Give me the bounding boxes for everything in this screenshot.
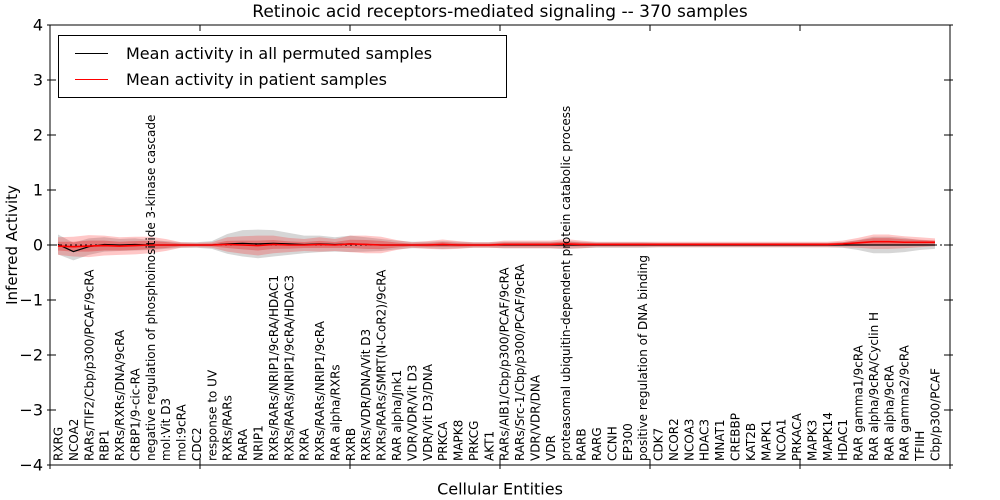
entity-label: NCOA1: [775, 419, 789, 461]
y-tick-label: 3: [33, 71, 43, 90]
entity-label: positive regulation of DNA binding: [636, 255, 650, 461]
entity-label: RARB: [575, 428, 589, 461]
entity-label: PRKCG: [467, 421, 481, 461]
entity-label: RARG: [590, 427, 604, 461]
legend-label-patient: Mean activity in patient samples: [126, 70, 387, 90]
entity-label: PRKCA: [436, 421, 450, 461]
entity-label: mol:Vit D3: [159, 398, 173, 461]
y-axis-label: Inferred Activity: [3, 185, 21, 305]
chart-title: Retinoic acid receptors-mediated signali…: [252, 2, 748, 22]
entity-label: MAPK1: [759, 420, 773, 461]
entity-label: CDK7: [652, 428, 666, 461]
line-patient-mean: [57, 240, 935, 248]
entity-label: RAR gamma1/9cRA: [852, 344, 866, 461]
entity-label: VDR/Vit D3/DNA: [421, 363, 435, 461]
entity-label: VDR/VDR/Vit D3: [405, 365, 419, 461]
y-tick-label: 4: [33, 16, 43, 35]
entity-label: AKT1: [482, 431, 496, 461]
y-tick-label: −3: [19, 401, 43, 420]
entity-label: RXRs/RARs/NRIP1/9cRA/HDAC3: [282, 275, 296, 461]
y-tick-label: −2: [19, 346, 43, 365]
entity-label: RXRG: [52, 427, 66, 461]
entity-label: RAR alpha/9cRA: [882, 364, 896, 461]
entity-label: RARA: [236, 428, 250, 461]
legend-item-permuted: Mean activity in all permuted samples: [59, 44, 506, 63]
entity-label: MAPK14: [821, 412, 835, 461]
entity-label: mol:9cRA: [175, 404, 189, 461]
entity-label: RARs/AIB1/Cbp/p300/PCAF/9cRA: [498, 267, 512, 461]
entity-label: CRBP1/9-cic-RA: [128, 367, 142, 461]
entity-label: RBP1: [98, 430, 112, 461]
entity-label: NCOA3: [682, 419, 696, 461]
entity-label: EP300: [621, 423, 635, 461]
entity-label: RXRA: [298, 428, 312, 461]
entity-label: RAR gamma2/9cRA: [898, 344, 912, 461]
entity-label: RXRs/RARs/NRIP1/9cRA: [313, 320, 327, 461]
entity-label: RARs/TIF2/Cbp/p300/PCAF/9cRA: [82, 269, 96, 461]
y-tick-label: −4: [19, 456, 43, 475]
entity-label: PRKACA: [790, 412, 804, 461]
entity-label: MAPK3: [805, 420, 819, 461]
entity-label: RXRs/RARs: [221, 395, 235, 461]
entity-label: MAPK8: [452, 420, 466, 461]
x-axis-label: Cellular Entities: [437, 479, 563, 499]
y-tick-label: 2: [33, 126, 43, 145]
entity-label: response to UV: [205, 369, 219, 461]
entity-label: NRIP1: [252, 425, 266, 461]
entity-label: RXRs/RARs/NRIP1/9cRA/HDAC1: [267, 275, 281, 461]
entity-label: HDAC1: [836, 419, 850, 461]
y-tick-label: 0: [33, 236, 43, 255]
entity-label: RXRs/VDR/DNA/Vit D3: [359, 329, 373, 461]
entity-label: RXRB: [344, 428, 358, 461]
entity-label: TFIIH: [913, 431, 927, 462]
entity-label: KAT2B: [744, 423, 758, 461]
entity-label: CREBBP: [728, 413, 742, 461]
legend-line-sample-black: [75, 52, 108, 54]
entity-label: CCNH: [605, 426, 619, 461]
entity-label: RARs/Src-1/Cbp/p300/PCAF/9cRA: [513, 263, 527, 461]
entity-label: RXRs/RXRs/DNA/9cRA: [113, 329, 127, 461]
entity-label: NCOR2: [667, 418, 681, 461]
legend: Mean activity in all permuted samples Me…: [58, 35, 507, 98]
band-patient-std: [58, 234, 935, 258]
entity-label: VDR: [544, 435, 558, 461]
entity-label: negative regulation of phosphoinositide …: [144, 115, 158, 461]
y-tick-label: −1: [19, 291, 43, 310]
entity-label: RAR alpha/9cRA/Cyclin H: [867, 312, 881, 461]
y-tick-label: 1: [33, 181, 43, 200]
legend-item-patient: Mean activity in patient samples: [59, 70, 506, 89]
entity-label: VDR/VDR/DNA: [528, 374, 542, 461]
entity-label: RAR alpha/RXRs: [328, 364, 342, 461]
entity-label: RXRs/RARs/SMRT(N-CoR2)/9cRA: [375, 269, 389, 461]
entity-label: HDAC3: [698, 419, 712, 461]
legend-label-permuted: Mean activity in all permuted samples: [126, 43, 433, 63]
entity-label: proteasomal ubiquitin-dependent protein …: [559, 106, 573, 461]
entity-label: Cbp/p300/PCAF: [929, 368, 943, 461]
entity-label: MNAT1: [713, 419, 727, 461]
entity-label: CDC2: [190, 427, 204, 461]
legend-line-sample-red: [75, 79, 108, 81]
entity-label: RAR alpha/Jnk1: [390, 370, 404, 461]
entity-label: NCOA2: [67, 419, 81, 461]
